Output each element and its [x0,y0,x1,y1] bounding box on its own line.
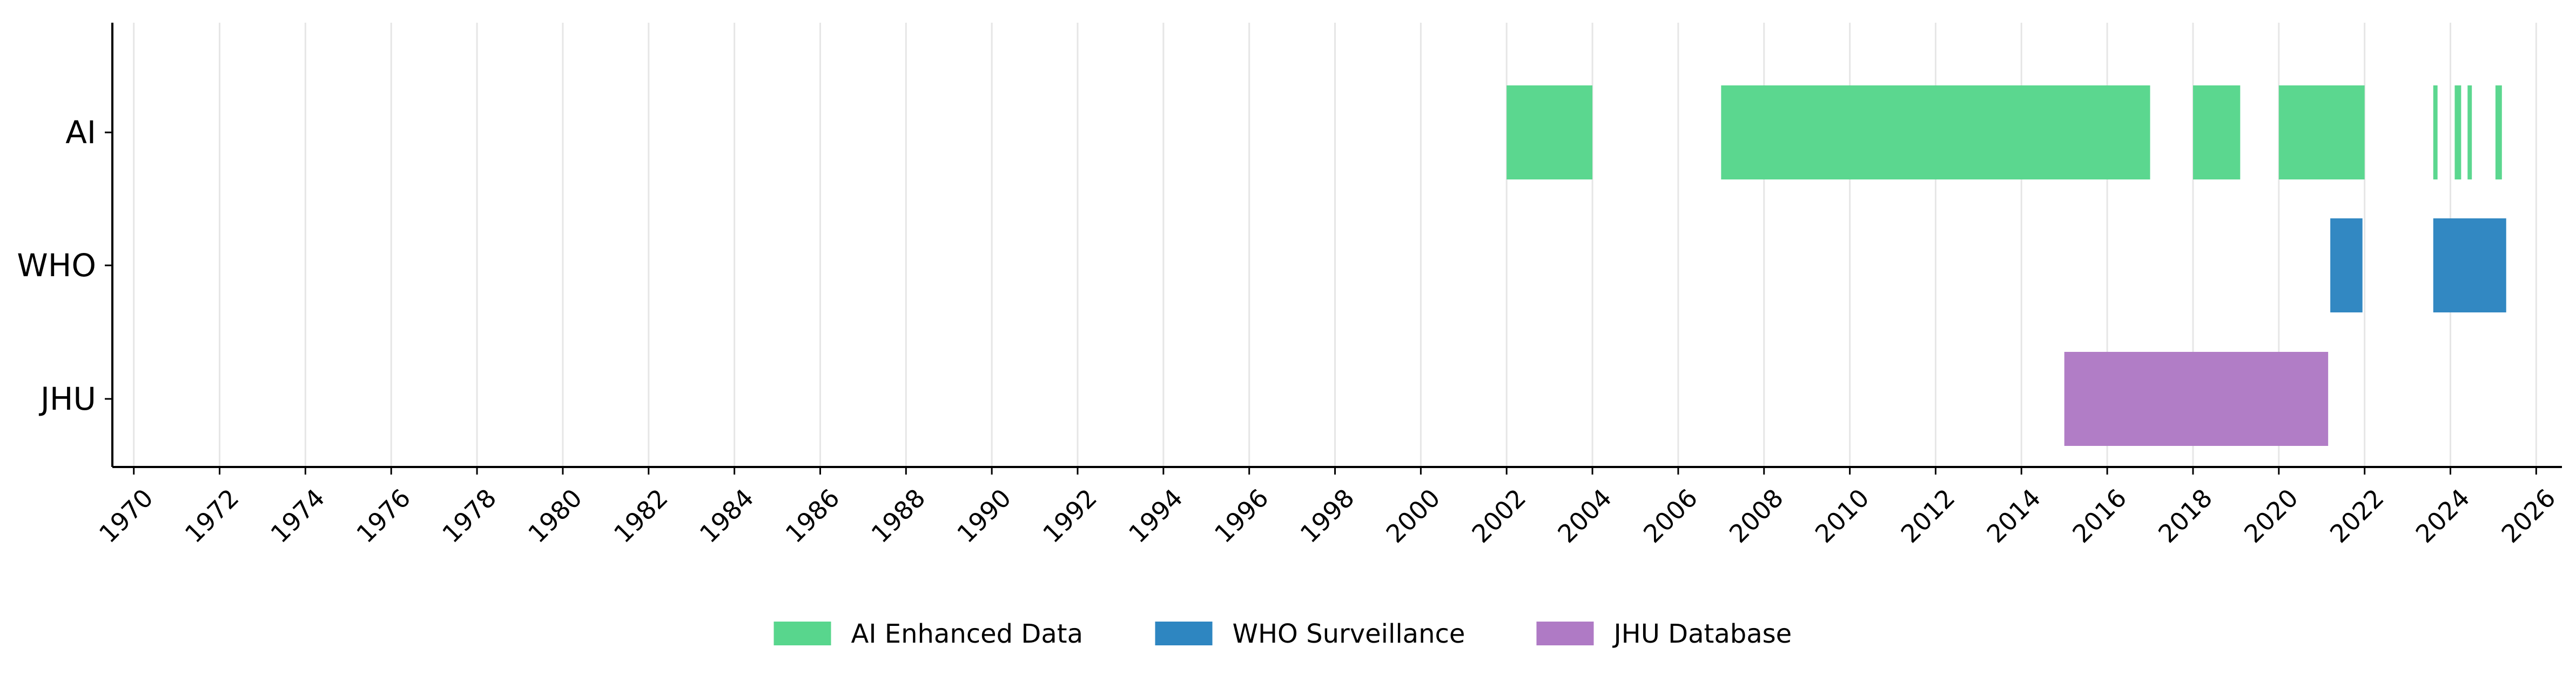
bar-ai-6 [2467,85,2472,179]
bar-ai-1 [1721,85,2150,179]
legend: AI Enhanced Data WHO Surveillance JHU Data… [774,619,1792,649]
legend-item-0: AI Enhanced Data [774,619,1084,649]
x-tick-label-1994: 1994 [1123,483,1188,549]
bar-who-0 [2330,218,2363,312]
bar-ai-4 [2433,85,2438,179]
x-tick-label-2014: 2014 [1981,483,2046,549]
grid-layer [133,23,2537,467]
y-tick-label-ai: AI [65,114,96,151]
x-tick-label-1996: 1996 [1209,483,1274,549]
bar-who-1 [2433,218,2506,312]
bar-layer [1506,85,2506,446]
bar-ai-2 [2192,85,2241,179]
legend-swatch-1 [1155,622,1213,645]
x-tick-label-1978: 1978 [436,483,502,549]
x-tick-label-2018: 2018 [2153,483,2218,549]
x-tick-label-2022: 2022 [2324,483,2390,549]
x-tick-label-1980: 1980 [522,483,588,549]
bar-ai-5 [2454,85,2461,179]
legend-swatch-0 [774,622,831,645]
legend-label-1: WHO Surveillance [1233,619,1465,649]
legend-item-1: WHO Surveillance [1155,619,1465,649]
x-tick-label-1992: 1992 [1037,483,1102,549]
x-tick-label-2012: 2012 [1895,483,1961,549]
axis-layer: 1970 1972 1974 1976 1978 1980 1982 1984 1986 1988… [17,23,2562,549]
bar-jhu-0 [2064,352,2329,446]
x-tick-label-1986: 1986 [780,483,845,549]
x-tick-label-2026: 2026 [2496,483,2561,549]
x-tick-label-2006: 2006 [1638,483,1703,549]
bar-ai-7 [2495,85,2502,179]
y-tick-label-who: WHO [17,247,96,284]
x-tick-label-2008: 2008 [1724,483,1789,549]
legend-item-2: JHU Database [1536,619,1792,649]
x-tick-label-2024: 2024 [2410,483,2476,549]
x-tick-label-2016: 2016 [2067,483,2132,549]
x-tick-label-1982: 1982 [608,483,674,549]
x-tick-label-1972: 1972 [179,483,245,549]
x-tick-label-1998: 1998 [1295,483,1360,549]
x-tick-label-2020: 2020 [2238,483,2304,549]
y-tick-label-jhu: JHU [39,381,96,417]
x-tick-label-1974: 1974 [265,483,331,549]
x-tick-label-2004: 2004 [1552,483,1617,549]
bar-ai-3 [2278,85,2365,179]
bar-ai-0 [1506,85,1593,179]
x-tick-label-2010: 2010 [1810,483,1875,549]
x-tick-label-1976: 1976 [351,483,416,549]
x-tick-label-2000: 2000 [1381,483,1446,549]
x-tick-label-1984: 1984 [694,483,759,549]
x-tick-label-2002: 2002 [1466,483,1531,549]
legend-label-0: AI Enhanced Data [851,619,1084,649]
x-tick-label-1990: 1990 [951,483,1017,549]
x-tick-label-1988: 1988 [865,483,931,549]
legend-label-2: JHU Database [1612,619,1792,649]
x-tick-label-1970: 1970 [93,483,159,549]
legend-swatch-2 [1536,622,1594,645]
